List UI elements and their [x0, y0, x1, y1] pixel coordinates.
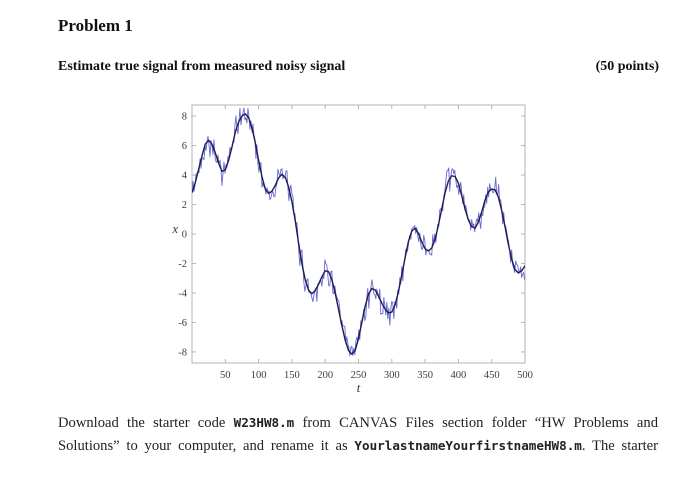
x-tick-label: 300 [384, 370, 400, 381]
x-tick-label: 50 [220, 370, 231, 381]
paragraph-line: Download the starter code W23HW8.m from … [58, 412, 658, 435]
problem-subtitle-row: Estimate true signal from measured noisy… [58, 59, 659, 75]
problem-subtitle: Estimate true signal from measured noisy… [58, 59, 346, 74]
x-tick-label: 450 [484, 370, 500, 381]
instructions-paragraph: Download the starter code W23HW8.m from … [58, 412, 658, 457]
code-filename: W23HW8.m [233, 415, 295, 430]
y-tick-label: -4 [178, 288, 187, 299]
y-tick-label: 6 [182, 141, 187, 152]
y-tick-label: -6 [178, 318, 187, 329]
x-tick-label: 100 [251, 370, 267, 381]
x-axis-label: t [357, 381, 361, 395]
x-tick-label: 350 [417, 370, 433, 381]
paragraph-text: Download the starter code [58, 415, 234, 431]
paragraph-text: Solutions” to your computer, and rename … [58, 437, 355, 454]
paragraph-line: Solutions” to your computer, and rename … [58, 435, 658, 458]
x-tick-label: 500 [517, 370, 533, 381]
paragraph-text: from CANVAS Files section folder “HW Pro… [294, 415, 658, 431]
y-tick-label: 4 [182, 171, 188, 182]
x-tick-label: 400 [451, 370, 467, 381]
x-tick-label: 250 [351, 370, 367, 381]
x-tick-label: 200 [317, 370, 333, 381]
y-tick-label: -2 [178, 259, 187, 270]
problem-title: Problem 1 [58, 16, 133, 35]
code-filename: YourlastnameYourfirstnameHW8.m [354, 437, 582, 453]
true-signal-line [192, 113, 525, 355]
paragraph-text: . The starter [581, 437, 658, 454]
points-label: (50 points) [595, 59, 659, 74]
x-tick-label: 150 [284, 370, 300, 381]
y-tick-label: 0 [182, 230, 187, 241]
noisy-signal-line [192, 107, 525, 357]
noisy-signal-chart: 50 100 150 200 250 300 350 400 450 500 -8 -6 -4 -2 0 2 4… [171, 104, 533, 395]
y-tick-label: 2 [182, 200, 187, 211]
axis-box [191, 104, 526, 364]
y-axis-label: x [171, 222, 178, 236]
y-tick-label: 8 [182, 112, 187, 123]
y-tick-label: -8 [178, 347, 187, 358]
